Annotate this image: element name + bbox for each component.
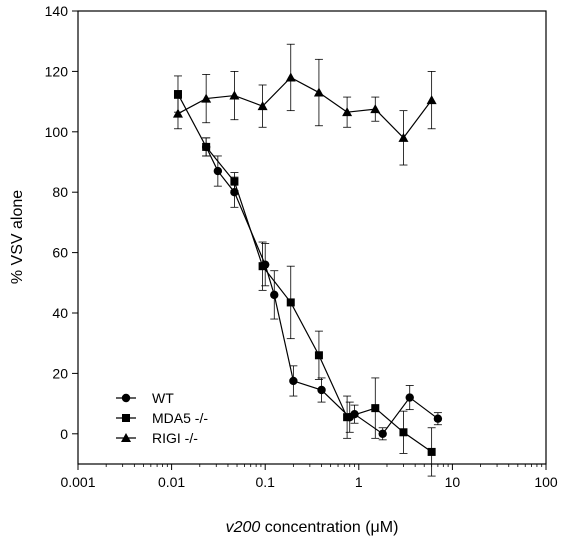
x-tick-label: 0.1: [255, 474, 275, 490]
y-tick-label: 20: [52, 365, 68, 381]
marker-circle: [121, 393, 131, 403]
series-line: [205, 146, 439, 435]
series-line: [177, 93, 432, 453]
legend: WT MDA5 -/- RIGI -/-: [116, 390, 208, 446]
y-tick-label: 80: [52, 184, 68, 200]
marker-circle: [213, 166, 223, 176]
legend-label: RIGI -/-: [152, 430, 198, 446]
series-square: [173, 75, 436, 477]
marker-circle: [289, 376, 298, 386]
y-tick-label: 140: [45, 3, 69, 19]
marker-square: [258, 262, 267, 271]
x-axis-title: v200 concentration (μM): [226, 519, 399, 536]
marker-triangle: [426, 95, 437, 105]
marker-circle: [230, 188, 239, 197]
marker-square: [399, 428, 408, 437]
marker-triangle: [285, 72, 296, 82]
x-tick-label: 10: [445, 474, 461, 490]
marker-circle: [350, 409, 359, 419]
marker-square: [427, 447, 436, 456]
marker-triangle: [172, 108, 183, 118]
marker-square: [173, 90, 182, 99]
marker-circle: [317, 385, 326, 395]
marker-circle: [405, 393, 414, 402]
marker-circle: [378, 429, 387, 438]
x-axis: 0.001 0.01 0.1 1 10 100: [60, 464, 558, 490]
marker-triangle: [257, 101, 268, 111]
marker-square: [343, 413, 352, 422]
legend-label: WT: [152, 390, 174, 406]
marker-triangle: [398, 132, 409, 142]
marker-triangle: [121, 433, 131, 442]
marker-square: [230, 177, 239, 186]
marker-triangle: [342, 107, 353, 117]
marker-square: [371, 404, 380, 413]
y-tick-label: 40: [52, 305, 68, 321]
marker-triangle: [370, 104, 381, 114]
marker-triangle: [229, 90, 240, 100]
x-tick-label: 0.001: [60, 474, 95, 490]
series-layer: [172, 43, 443, 477]
series-triangle: [172, 43, 437, 166]
marker-triangle: [313, 87, 324, 97]
y-axis: 0 20 40 60 80 100 120 140: [45, 3, 78, 442]
y-tick-label: 100: [45, 124, 69, 140]
marker-circle: [270, 290, 279, 300]
x-tick-label: 100: [534, 474, 558, 490]
y-tick-label: 0: [60, 426, 68, 442]
marker-circle: [433, 414, 443, 423]
marker-square: [122, 414, 130, 422]
x-tick-label: 1: [355, 474, 363, 490]
y-tick-label: 60: [52, 245, 68, 261]
marker-triangle: [201, 93, 212, 103]
marker-square: [314, 351, 323, 360]
plot-frame: [77, 10, 547, 465]
legend-label: MDA5 -/-: [152, 410, 208, 426]
x-tick-label: 0.01: [158, 474, 185, 490]
series-line: [177, 76, 433, 139]
y-axis-title: % VSV alone: [9, 190, 26, 284]
marker-square: [202, 142, 211, 151]
y-tick-label: 120: [45, 63, 69, 79]
marker-square: [286, 298, 295, 307]
